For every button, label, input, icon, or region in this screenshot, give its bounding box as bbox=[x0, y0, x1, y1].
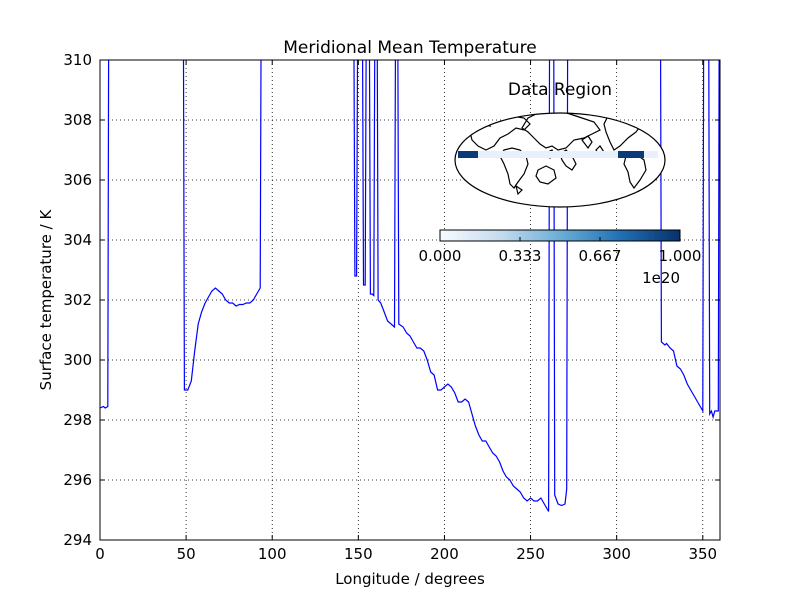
y-axis-label: Surface temperature / K bbox=[37, 209, 55, 391]
series-line bbox=[362, 60, 367, 286]
x-tick-label: 50 bbox=[177, 545, 196, 563]
series-line bbox=[182, 60, 262, 391]
data-region-inset: Data Region 0.000 0.333 0.667 1.000 1e20 bbox=[419, 80, 702, 287]
x-axis-label: Longitude / degrees bbox=[335, 570, 485, 588]
x-tick-label: 300 bbox=[602, 545, 631, 563]
x-tick-label: 200 bbox=[430, 545, 459, 563]
data-region-band-west bbox=[458, 151, 478, 158]
globe-outline bbox=[454, 112, 666, 208]
colorbar-tick-label: 0.333 bbox=[499, 247, 542, 265]
colorbar bbox=[439, 229, 681, 242]
series-line bbox=[660, 60, 705, 414]
colorbar-ticks: 0.000 0.333 0.667 1.000 bbox=[419, 237, 702, 265]
y-tick-label: 310 bbox=[63, 51, 92, 69]
series-line bbox=[353, 60, 359, 277]
series-line bbox=[100, 60, 110, 409]
chart-title: Meridional Mean Temperature bbox=[283, 38, 536, 58]
colorbar-offset-label: 1e20 bbox=[642, 269, 680, 287]
x-tick-label: 0 bbox=[95, 545, 105, 563]
series-line bbox=[553, 60, 569, 507]
data-region-band-east bbox=[618, 151, 644, 158]
series-line bbox=[368, 60, 376, 297]
y-tick-label: 298 bbox=[63, 411, 92, 429]
y-ticks: 294 296 298 300 302 304 306 308 310 bbox=[63, 51, 720, 549]
series-line bbox=[397, 60, 551, 512]
x-tick-label: 350 bbox=[688, 545, 717, 563]
y-tick-label: 302 bbox=[63, 291, 92, 309]
colorbar-tick-label: 0.000 bbox=[419, 247, 462, 265]
x-tick-label: 250 bbox=[516, 545, 545, 563]
y-tick-label: 294 bbox=[63, 531, 92, 549]
y-tick-label: 308 bbox=[63, 111, 92, 129]
y-tick-label: 304 bbox=[63, 231, 92, 249]
x-tick-label: 150 bbox=[344, 545, 373, 563]
globe-background bbox=[455, 113, 665, 207]
x-ticks: 0 50 100 150 200 250 300 350 bbox=[95, 60, 717, 563]
y-tick-label: 300 bbox=[63, 351, 92, 369]
series-line bbox=[708, 60, 720, 420]
colorbar-tick-label: 0.667 bbox=[579, 247, 622, 265]
inset-title: Data Region bbox=[508, 80, 612, 100]
colorbar-tick-label: 1.000 bbox=[659, 247, 702, 265]
series-line-group bbox=[100, 60, 720, 512]
y-tick-label: 306 bbox=[63, 171, 92, 189]
data-region-band bbox=[458, 151, 658, 158]
y-tick-label: 296 bbox=[63, 471, 92, 489]
x-tick-label: 100 bbox=[258, 545, 287, 563]
series-line bbox=[376, 60, 396, 329]
